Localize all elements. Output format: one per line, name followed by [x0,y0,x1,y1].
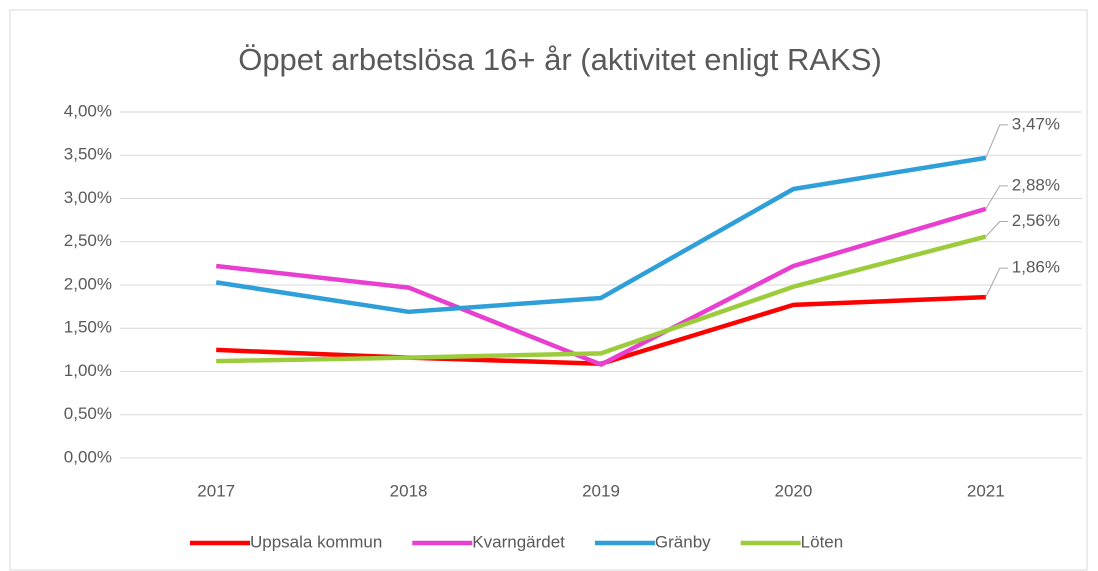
chart-border [9,9,1088,571]
leader-line [985,267,1008,298]
legend-label: Löten [801,532,844,551]
y-tick-label: 4,00% [64,101,112,120]
leader-line [985,185,1008,210]
x-tick-label: 2021 [967,481,1005,500]
y-tick-label: 0,50% [64,404,112,423]
data-label: 3,47% [1012,114,1060,133]
y-tick-label: 1,50% [64,318,112,337]
legend-label: Gränby [655,532,711,551]
leader-line [985,124,1008,159]
x-tick-label: 2018 [390,481,428,500]
legend-label: Uppsala kommun [250,532,382,551]
y-tick-label: 2,50% [64,231,112,250]
line-series [216,234,987,364]
y-tick-label: 0,00% [64,447,112,466]
data-label: 2,56% [1012,211,1060,230]
x-tick-label: 2017 [197,481,235,500]
leader-line [985,221,1008,237]
y-tick-label: 3,00% [64,188,112,207]
line-series [215,206,987,367]
chart-title: Öppet arbetslösa 16+ år (aktivitet enlig… [238,42,882,77]
line-series [215,155,987,315]
y-tick-label: 2,00% [64,274,112,293]
data-label: 1,86% [1012,258,1060,277]
y-tick-label: 3,50% [64,145,112,164]
y-tick-label: 1,00% [64,361,112,380]
legend-label: Kvarngärdet [472,532,565,551]
x-tick-label: 2019 [582,481,620,500]
x-tick-label: 2020 [774,481,812,500]
data-label: 2,88% [1012,175,1060,194]
